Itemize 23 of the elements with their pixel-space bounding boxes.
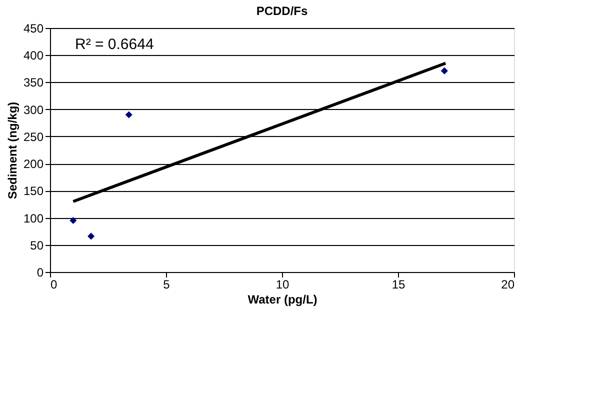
- point: [70, 216, 77, 224]
- y-tick-label: 50: [30, 238, 44, 252]
- y-tick-label: 300: [23, 102, 44, 117]
- point: [125, 111, 132, 118]
- y-tick-label: 400: [23, 48, 44, 63]
- point: [88, 232, 95, 240]
- y-tick-label: 100: [23, 211, 44, 226]
- y-axis-title: Sediment (ng/kg): [5, 102, 20, 200]
- x-tick-label: 20: [501, 278, 515, 292]
- y-tick-label: 200: [23, 157, 44, 172]
- x-tick-label: 15: [392, 278, 406, 292]
- y-tick-label: 350: [23, 76, 44, 90]
- y-tick-label: 150: [23, 184, 44, 198]
- x-axis-title: Water (pg/L): [248, 292, 318, 306]
- x-tick-label: 10: [276, 278, 290, 292]
- point: [440, 67, 448, 74]
- x-tick-label: 0: [50, 278, 58, 292]
- x-tick-label: 5: [163, 278, 170, 292]
- y-tick-label: 0: [36, 266, 44, 280]
- annotation: R² = 0.6644: [75, 36, 154, 53]
- chart-title: PCDD/Fs: [256, 4, 308, 18]
- y-tick-label: 450: [23, 22, 44, 36]
- y-tick-label: 250: [23, 130, 44, 144]
